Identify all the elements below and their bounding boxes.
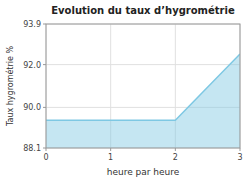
chart: 0 1 2 3 88.1 90.0 92.0 93.9 Evolution du taux d’… bbox=[0, 0, 250, 188]
tick bbox=[43, 107, 46, 108]
tick bbox=[43, 24, 46, 25]
title: Evolution du taux d’hygrométrie bbox=[51, 5, 235, 16]
tick bbox=[175, 148, 176, 151]
grid bbox=[46, 24, 240, 148]
tick bbox=[43, 148, 46, 149]
axes: 0 1 2 3 88.1 90.0 92.0 93.9 bbox=[23, 20, 242, 162]
tick-label: 90.0 bbox=[23, 103, 41, 112]
tick bbox=[43, 64, 46, 65]
chart-container: 0 1 2 3 88.1 90.0 92.0 93.9 Evolution du taux d’… bbox=[0, 0, 250, 188]
tick-label: 0 bbox=[43, 153, 48, 162]
tick-label: 1 bbox=[108, 153, 113, 162]
tick-label: 93.9 bbox=[23, 20, 41, 29]
tick-label: 3 bbox=[237, 153, 242, 162]
x-axis-label: heure par heure bbox=[107, 167, 180, 177]
tick-label: 2 bbox=[173, 153, 178, 162]
grid-line bbox=[46, 64, 240, 65]
line bbox=[46, 54, 240, 120]
plot-area bbox=[46, 54, 240, 148]
y-axis-label: Taux hygrométrie % bbox=[5, 46, 15, 128]
area bbox=[46, 54, 240, 148]
tick-label: 92.0 bbox=[23, 61, 41, 70]
plot-frame bbox=[46, 24, 240, 148]
tick-label: 88.1 bbox=[23, 144, 41, 153]
tick bbox=[110, 148, 111, 151]
tick bbox=[240, 148, 241, 151]
